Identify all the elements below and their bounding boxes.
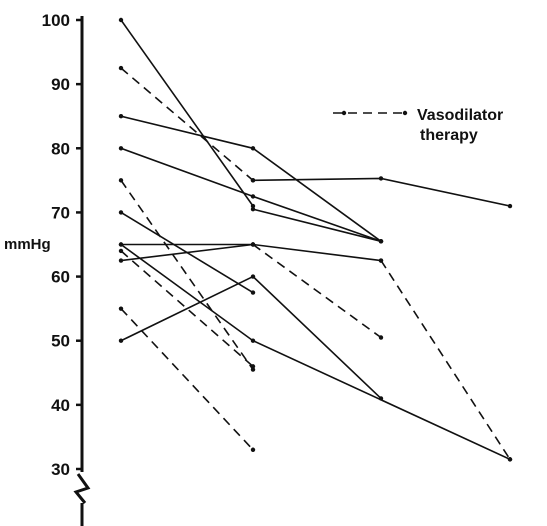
data-point-s2-1 [118, 114, 124, 119]
data-point-s8-1 [118, 338, 124, 343]
data-point-s12-1 [118, 178, 124, 183]
data-point-s1-2 [250, 203, 256, 209]
series-line-5-solid [121, 243, 382, 262]
series-line-16-dashed [380, 260, 511, 460]
legend: Vasodilator therapy [333, 107, 503, 144]
data-point-s6-1 [118, 258, 124, 263]
y-tick-label-30: 30 [51, 460, 70, 479]
data-point-s4-1 [118, 210, 124, 215]
data-point-s14-1 [118, 306, 124, 311]
y-tick-label-40: 40 [51, 396, 70, 415]
legend-label-line2: therapy [420, 127, 478, 144]
y-tick-label-90: 90 [51, 75, 70, 94]
data-point-s8-3 [378, 396, 384, 401]
data-point-s7-1 [118, 242, 124, 247]
data-point-s7-2 [250, 338, 256, 343]
legend-marker-right [402, 110, 408, 116]
data-point-s13-1 [118, 248, 124, 254]
legend-marker-left [341, 110, 347, 116]
y-tick-label-60: 60 [51, 268, 70, 287]
data-point-s3-1 [118, 146, 124, 151]
y-tick-label-70: 70 [51, 203, 70, 222]
data-point-s2-2 [250, 146, 256, 151]
data-point-s9-1 [250, 207, 256, 212]
series-line-11-dashed [120, 67, 254, 181]
data-point-s1-1 [118, 17, 124, 23]
data-point-s16-1 [378, 258, 384, 263]
data-point-s8-2 [250, 274, 256, 279]
series-line-7-solid [120, 243, 511, 461]
series-line-1-solid [120, 19, 254, 207]
series-line-9-solid [252, 208, 382, 243]
data-point-s15-1 [250, 242, 256, 247]
legend-label-line1: Vasodilator [417, 107, 503, 124]
data-point-s3-2 [250, 194, 256, 199]
data-point-s11-2 [250, 178, 256, 183]
data-point-s16-2 [507, 457, 513, 462]
series-line-8-solid [120, 275, 382, 400]
data-point-s14-2 [250, 447, 256, 452]
data-point-s13-2 [250, 364, 256, 369]
y-tick-label-50: 50 [51, 332, 70, 351]
y-tick-label-100: 100 [42, 11, 70, 30]
axis-break-mark [73, 473, 91, 504]
data-point-s9-2 [378, 239, 384, 244]
y-axis [73, 16, 91, 526]
data-point-s10-2 [378, 176, 384, 181]
series-line-6-solid [120, 243, 254, 262]
data-point-s11-1 [118, 65, 124, 71]
data-point-s12-2 [250, 367, 256, 372]
series-lines [118, 17, 513, 462]
series-line-10-solid [252, 177, 511, 207]
series-line-3-solid [120, 147, 382, 243]
data-point-s4-2 [250, 290, 256, 295]
data-point-s10-3 [507, 203, 513, 209]
y-axis-label: mmHg [4, 236, 51, 253]
series-line-14-dashed [120, 308, 254, 451]
series-line-15-dashed [252, 243, 382, 339]
y-tick-label-80: 80 [51, 139, 70, 158]
data-point-s15-2 [378, 335, 384, 340]
series-line-12-dashed [120, 179, 254, 371]
y-tick-labels: 30 40 50 60 70 80 90 100 [42, 11, 70, 479]
